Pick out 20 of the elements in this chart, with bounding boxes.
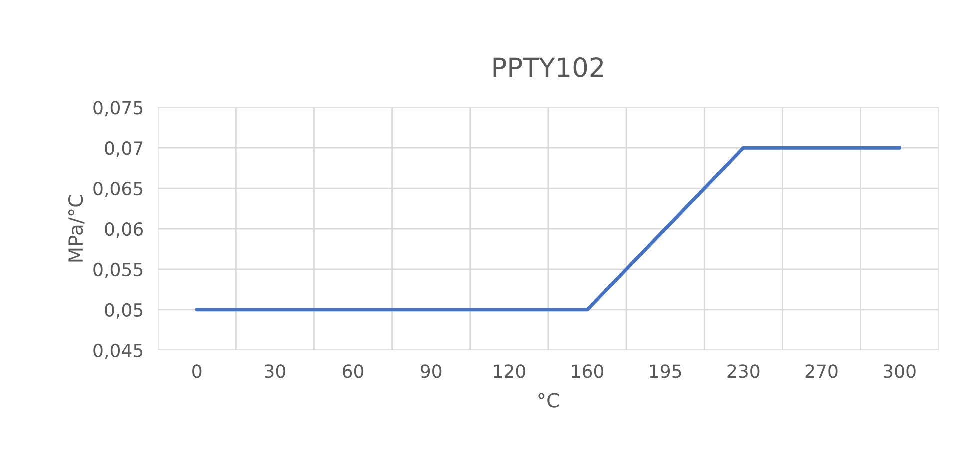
x-tick-label: 230 [728, 364, 760, 378]
y-tick-label: 0,055 [94, 262, 143, 278]
y-tick-label: 0,07 [105, 142, 143, 158]
x-tick-label: 90 [420, 364, 442, 378]
x-tick-label: 60 [343, 364, 364, 378]
chart-title: PPTY102 [494, 57, 604, 78]
y-tick-label: 0,045 [94, 344, 143, 360]
y-tick-label: 0,05 [105, 303, 143, 319]
y-tick-label: 0,06 [105, 222, 144, 238]
y-tick-label: 0,065 [94, 182, 143, 198]
y-tick-label: 0,075 [94, 101, 143, 117]
x-tick-label: 195 [650, 364, 682, 378]
x-axis-title: °C [538, 393, 560, 408]
x-tick-label: 160 [572, 364, 604, 378]
x-tick-label: 0 [192, 364, 202, 378]
y-axis-title: MPa/°C [68, 195, 85, 262]
x-tick-label: 270 [806, 364, 838, 378]
x-tick-label: 120 [494, 364, 526, 378]
x-tick-label: 30 [265, 364, 286, 378]
x-tick-label: 300 [884, 364, 916, 378]
